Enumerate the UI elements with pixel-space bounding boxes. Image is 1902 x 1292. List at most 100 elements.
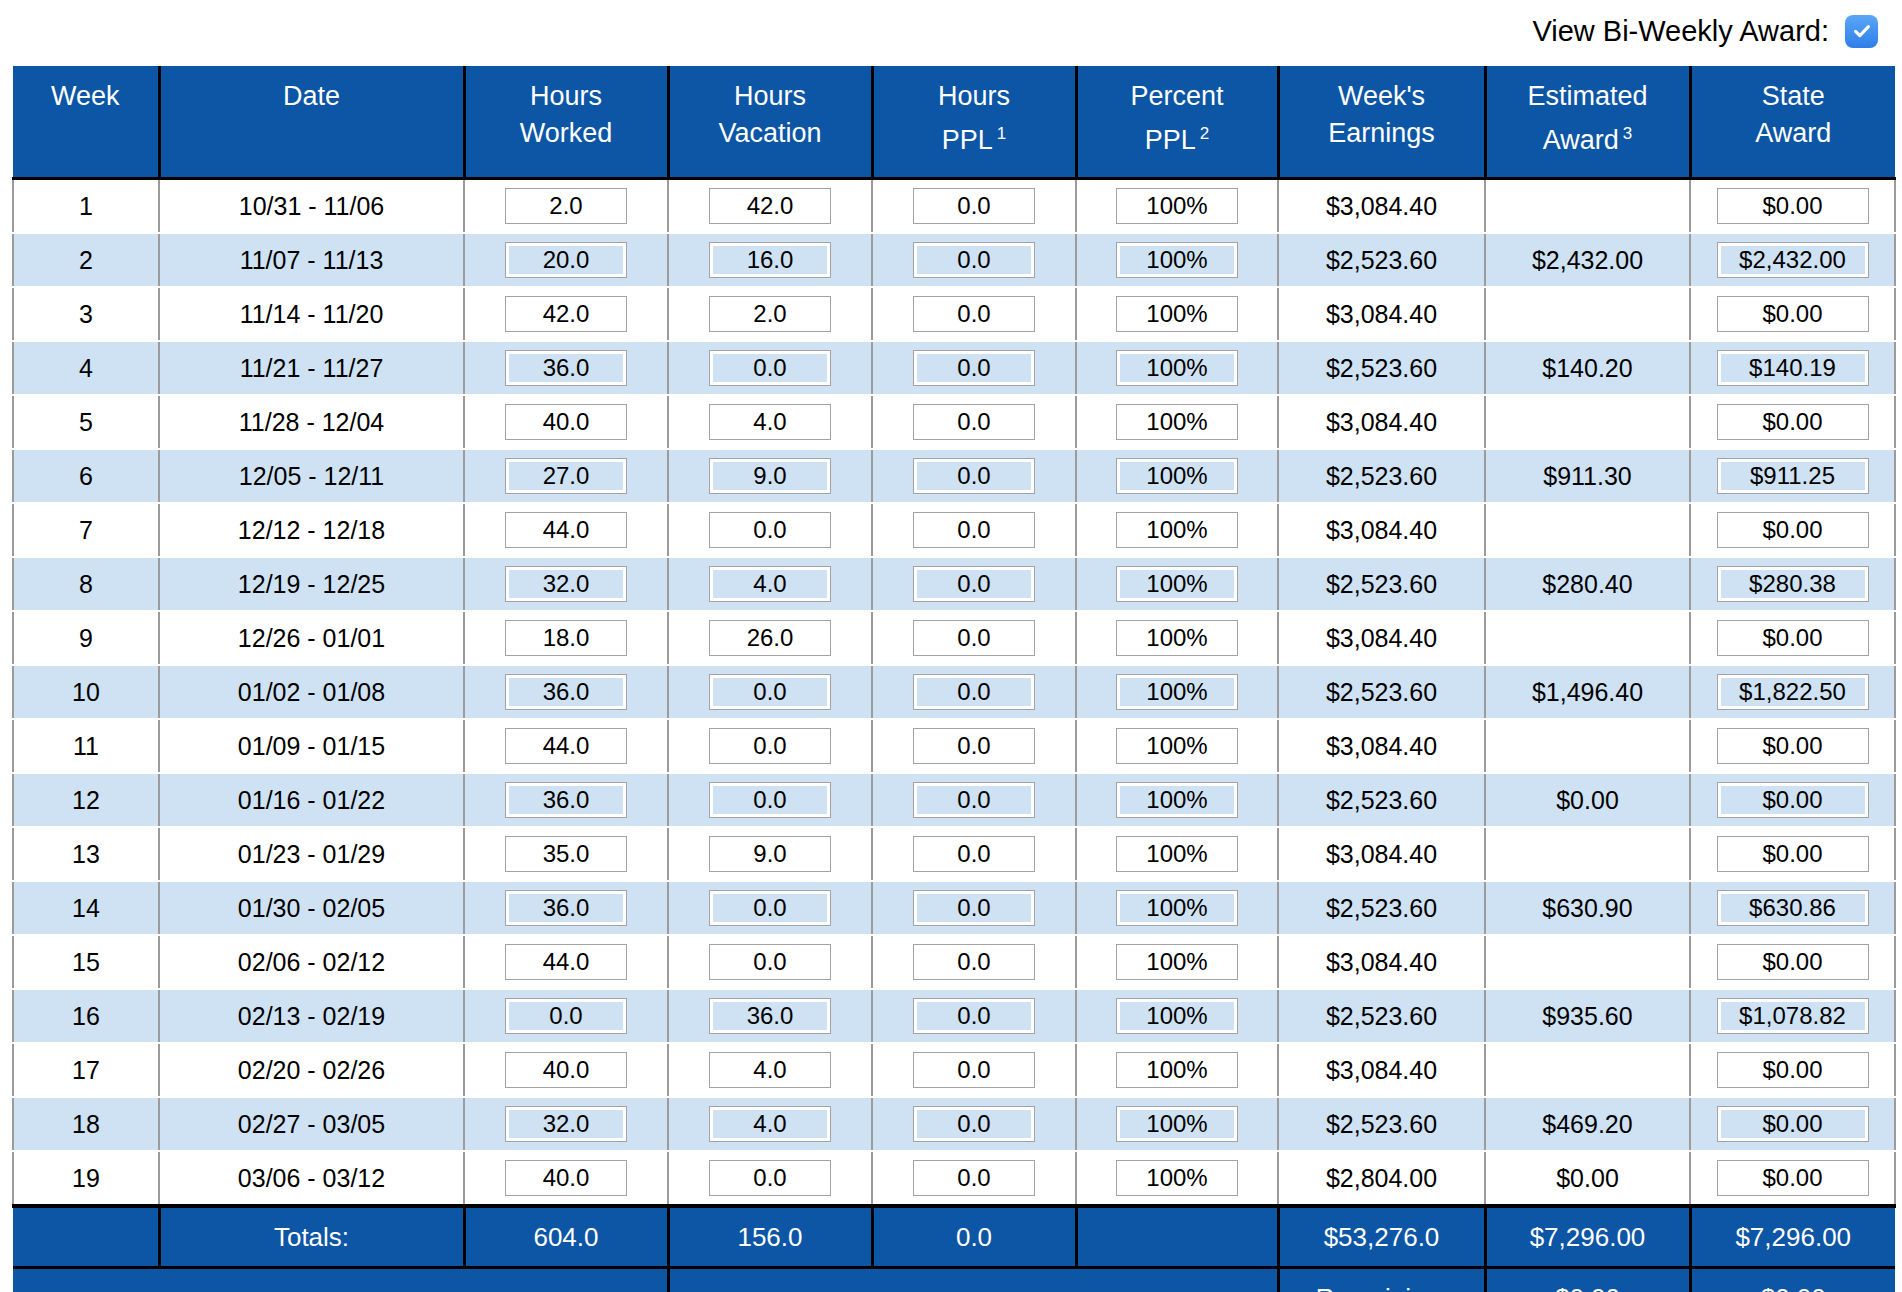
hours-ppl-input[interactable] — [913, 782, 1035, 818]
hours-worked-input[interactable] — [505, 404, 627, 440]
hours-worked-input[interactable] — [505, 674, 627, 710]
percent-ppl-input[interactable] — [1116, 1052, 1238, 1088]
state-award-input[interactable] — [1717, 620, 1869, 656]
view-biweekly-checkbox[interactable] — [1845, 15, 1878, 48]
hours-vacation-input[interactable] — [709, 242, 831, 278]
hours-ppl-input[interactable] — [913, 1052, 1035, 1088]
estimated-award-value: $911.30 — [1485, 449, 1690, 503]
percent-ppl-input[interactable] — [1116, 458, 1238, 494]
state-award-input[interactable] — [1717, 674, 1869, 710]
hours-vacation-input[interactable] — [709, 998, 831, 1034]
hours-ppl-input[interactable] — [913, 836, 1035, 872]
state-award-input[interactable] — [1717, 404, 1869, 440]
hours-vacation-input[interactable] — [709, 728, 831, 764]
hours-worked-input[interactable] — [505, 350, 627, 386]
percent-ppl-input[interactable] — [1116, 512, 1238, 548]
state-award-input[interactable] — [1717, 512, 1869, 548]
percent-ppl-input[interactable] — [1116, 242, 1238, 278]
percent-ppl-input[interactable] — [1116, 350, 1238, 386]
percent-ppl-input[interactable] — [1116, 620, 1238, 656]
hours-worked-input[interactable] — [505, 890, 627, 926]
hours-ppl-input[interactable] — [913, 458, 1035, 494]
hours-vacation-input[interactable] — [709, 1052, 831, 1088]
state-award-input[interactable] — [1717, 944, 1869, 980]
hours-ppl-input[interactable] — [913, 1160, 1035, 1196]
hours-vacation-input[interactable] — [709, 296, 831, 332]
percent-ppl-input[interactable] — [1116, 1160, 1238, 1196]
hours-vacation-input[interactable] — [709, 890, 831, 926]
week-cell: 18 — [13, 1097, 159, 1151]
hours-worked-input[interactable] — [505, 242, 627, 278]
state-award-input[interactable] — [1717, 728, 1869, 764]
hours-vacation-input[interactable] — [709, 512, 831, 548]
state-award-input[interactable] — [1717, 458, 1869, 494]
hours-ppl-input[interactable] — [913, 350, 1035, 386]
hours-ppl-input[interactable] — [913, 404, 1035, 440]
state-award-input[interactable] — [1717, 1160, 1869, 1196]
hours-vacation-input[interactable] — [709, 188, 831, 224]
state-award-input[interactable] — [1717, 782, 1869, 818]
percent-ppl-input[interactable] — [1116, 674, 1238, 710]
hours-worked-input[interactable] — [505, 566, 627, 602]
hours-ppl-input[interactable] — [913, 296, 1035, 332]
percent-ppl-input[interactable] — [1116, 998, 1238, 1034]
state-award-input[interactable] — [1717, 350, 1869, 386]
hours-vacation-input[interactable] — [709, 944, 831, 980]
hours-vacation-input[interactable] — [709, 836, 831, 872]
state-award-input[interactable] — [1717, 836, 1869, 872]
hours-ppl-input[interactable] — [913, 890, 1035, 926]
hours-vacation-input[interactable] — [709, 674, 831, 710]
hours-worked-input[interactable] — [505, 1106, 627, 1142]
state-award-input[interactable] — [1717, 1106, 1869, 1142]
state-award-input[interactable] — [1717, 566, 1869, 602]
percent-ppl-input[interactable] — [1116, 188, 1238, 224]
hours-vacation-input[interactable] — [709, 458, 831, 494]
hours-ppl-input[interactable] — [913, 620, 1035, 656]
hours-vacation-input[interactable] — [709, 350, 831, 386]
percent-ppl-input[interactable] — [1116, 566, 1238, 602]
percent-ppl-input[interactable] — [1116, 404, 1238, 440]
week-cell: 4 — [13, 341, 159, 395]
hours-ppl-input[interactable] — [913, 998, 1035, 1034]
hours-worked-input[interactable] — [505, 188, 627, 224]
hours-vacation-input[interactable] — [709, 404, 831, 440]
hours-worked-input[interactable] — [505, 458, 627, 494]
hours-vacation-input[interactable] — [709, 620, 831, 656]
state-award-cell — [1690, 611, 1895, 665]
hours-ppl-input[interactable] — [913, 242, 1035, 278]
percent-ppl-input[interactable] — [1116, 836, 1238, 872]
hours-worked-input[interactable] — [505, 296, 627, 332]
hours-ppl-input[interactable] — [913, 512, 1035, 548]
state-award-input[interactable] — [1717, 890, 1869, 926]
state-award-input[interactable] — [1717, 242, 1869, 278]
hours-worked-input[interactable] — [505, 998, 627, 1034]
hours-worked-input[interactable] — [505, 1052, 627, 1088]
state-award-input[interactable] — [1717, 296, 1869, 332]
hours-worked-input[interactable] — [505, 944, 627, 980]
percent-ppl-input[interactable] — [1116, 890, 1238, 926]
percent-ppl-input[interactable] — [1116, 782, 1238, 818]
hours-vacation-input[interactable] — [709, 566, 831, 602]
hours-vacation-input[interactable] — [709, 1160, 831, 1196]
state-award-input[interactable] — [1717, 998, 1869, 1034]
hours-ppl-input[interactable] — [913, 728, 1035, 764]
hours-worked-input[interactable] — [505, 836, 627, 872]
hours-worked-input[interactable] — [505, 1160, 627, 1196]
percent-ppl-input[interactable] — [1116, 1106, 1238, 1142]
hours-ppl-input[interactable] — [913, 944, 1035, 980]
hours-worked-input[interactable] — [505, 728, 627, 764]
percent-ppl-input[interactable] — [1116, 296, 1238, 332]
hours-ppl-input[interactable] — [913, 1106, 1035, 1142]
percent-ppl-input[interactable] — [1116, 944, 1238, 980]
hours-vacation-input[interactable] — [709, 1106, 831, 1142]
state-award-input[interactable] — [1717, 1052, 1869, 1088]
state-award-input[interactable] — [1717, 188, 1869, 224]
hours-vacation-input[interactable] — [709, 782, 831, 818]
hours-worked-input[interactable] — [505, 512, 627, 548]
hours-ppl-input[interactable] — [913, 188, 1035, 224]
hours-worked-input[interactable] — [505, 620, 627, 656]
hours-ppl-input[interactable] — [913, 566, 1035, 602]
hours-worked-input[interactable] — [505, 782, 627, 818]
hours-ppl-input[interactable] — [913, 674, 1035, 710]
percent-ppl-input[interactable] — [1116, 728, 1238, 764]
